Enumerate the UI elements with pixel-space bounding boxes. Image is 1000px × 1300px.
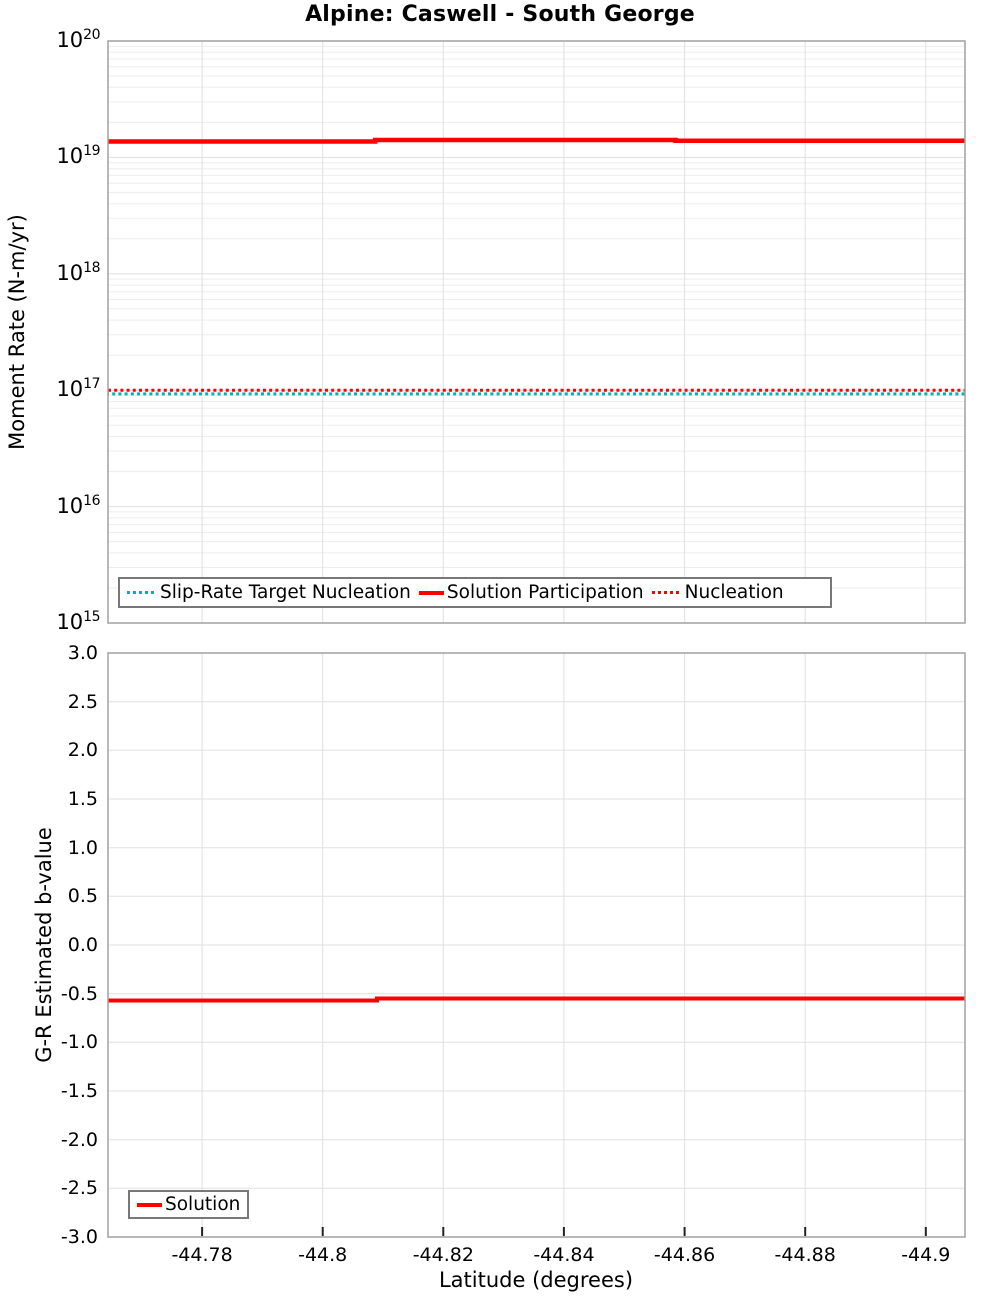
y-tick-base: 10	[56, 377, 84, 402]
dotted-line-icon	[127, 591, 157, 594]
y-tick-base: 10	[56, 493, 84, 518]
y-tick-exponent: 18	[83, 259, 100, 276]
y-tick-label: 3.0	[67, 642, 98, 664]
solid-line-icon	[137, 1202, 162, 1207]
chart-title: Alpine: Caswell - South George	[305, 2, 695, 27]
y-tick-label: -2.0	[60, 1128, 98, 1151]
legend-label: Slip-Rate Target Nucleation	[160, 582, 411, 603]
legend-moment-rate: Slip-Rate Target Nucleation Solution Part…	[118, 577, 832, 608]
y-axis-label-moment-rate: Moment Rate (N-m/yr)	[5, 214, 29, 450]
legend-item-slip-rate-target-nucleation: Slip-Rate Target Nucleation	[127, 582, 411, 603]
y-tick-label: 2.0	[67, 739, 98, 762]
x-axis-label-latitude: Latitude (degrees)	[438, 1268, 634, 1292]
x-tick-label: -44.8	[298, 1244, 348, 1266]
y-tick-exponent: 16	[83, 492, 100, 509]
y-tick-label: 1017	[28, 375, 100, 403]
y-tick-exponent: 19	[83, 143, 100, 160]
y-tick-label: 0.5	[67, 885, 98, 908]
legend-b-value: Solution	[128, 1190, 250, 1219]
legend-item-solution: Solution	[137, 1194, 240, 1215]
y-tick-label: -1.5	[60, 1080, 98, 1102]
plot-border	[107, 652, 966, 1238]
x-tick-label: -44.82	[412, 1244, 474, 1266]
y-tick-label: 1.0	[67, 836, 98, 859]
x-tick-label: -44.78	[171, 1244, 233, 1266]
y-tick-exponent: 17	[83, 376, 100, 393]
legend-label: Solution Participation	[446, 582, 644, 603]
y-tick-label: 2.5	[67, 690, 98, 713]
legend-item-nucleation: Nucleation	[651, 582, 784, 603]
legend-item-solution-participation: Solution Participation	[418, 582, 644, 603]
solid-line-icon	[418, 590, 444, 595]
x-tick-label: -44.84	[533, 1244, 595, 1266]
x-tick-label: -44.88	[774, 1244, 836, 1266]
y-tick-label: 1018	[28, 259, 100, 287]
legend-label: Solution	[165, 1194, 241, 1215]
y-tick-base: 10	[56, 28, 84, 52]
y-tick-label: -2.5	[60, 1177, 98, 1200]
y-tick-label: 0.0	[67, 934, 98, 956]
y-tick-label: 1020	[28, 26, 100, 54]
dotted-line-icon	[651, 591, 682, 594]
y-tick-label: 1.5	[67, 788, 98, 810]
legend-label: Nucleation	[684, 582, 784, 603]
y-tick-label: 1019	[28, 142, 100, 170]
y-tick-label: -0.5	[60, 982, 98, 1005]
y-tick-label: -1.0	[60, 1031, 98, 1054]
x-tick-label: -44.9	[901, 1244, 951, 1266]
series-solution	[108, 996, 965, 1003]
series-solution-participation	[108, 137, 965, 144]
y-tick-label: 1015	[28, 608, 100, 636]
y-tick-base: 10	[56, 144, 84, 169]
y-tick-exponent: 20	[83, 27, 100, 43]
y-tick-base: 10	[56, 610, 84, 634]
x-tick-label: -44.86	[653, 1244, 716, 1266]
y-tick-label: 1016	[28, 492, 100, 520]
plot-border	[107, 40, 966, 624]
y-tick-label: -3.0	[60, 1226, 98, 1248]
y-tick-exponent: 15	[83, 609, 100, 625]
y-tick-base: 10	[56, 260, 84, 285]
